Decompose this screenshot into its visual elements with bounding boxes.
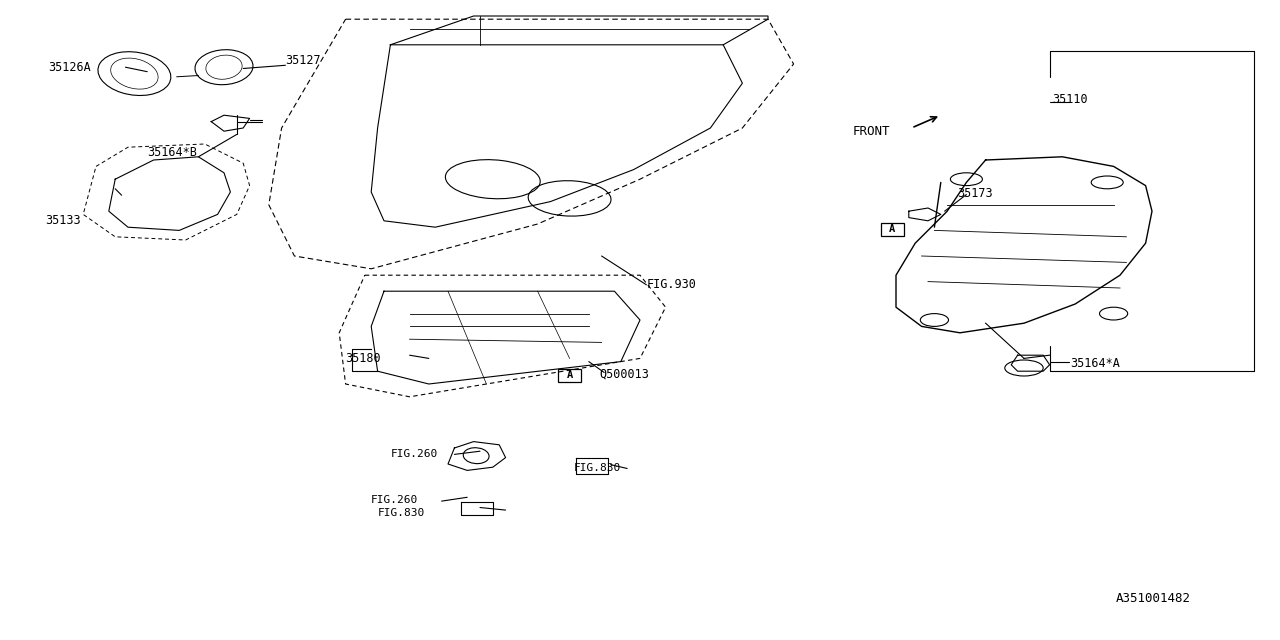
Text: 35127: 35127 [285, 54, 321, 67]
Text: A: A [890, 224, 895, 234]
Text: FIG.830: FIG.830 [378, 508, 425, 518]
Text: A351001482: A351001482 [1116, 592, 1192, 605]
Bar [881, 223, 904, 236]
Text: 35126A: 35126A [49, 61, 91, 74]
Text: 35164*B: 35164*B [147, 146, 197, 159]
Text: 35173: 35173 [957, 187, 993, 200]
Text: FIG.260: FIG.260 [390, 449, 438, 460]
Text: FIG.830: FIG.830 [573, 463, 621, 474]
Text: 35110: 35110 [1052, 93, 1088, 106]
Text: FRONT: FRONT [852, 125, 890, 138]
Text: 35164*A: 35164*A [1070, 357, 1120, 370]
Text: Q500013: Q500013 [599, 368, 649, 381]
Bar [558, 369, 581, 382]
Text: FIG.260: FIG.260 [371, 495, 419, 506]
Text: 35133: 35133 [45, 214, 81, 227]
Text: 35180: 35180 [346, 352, 381, 365]
Text: FIG.930: FIG.930 [646, 278, 696, 291]
Text: A: A [567, 370, 572, 380]
